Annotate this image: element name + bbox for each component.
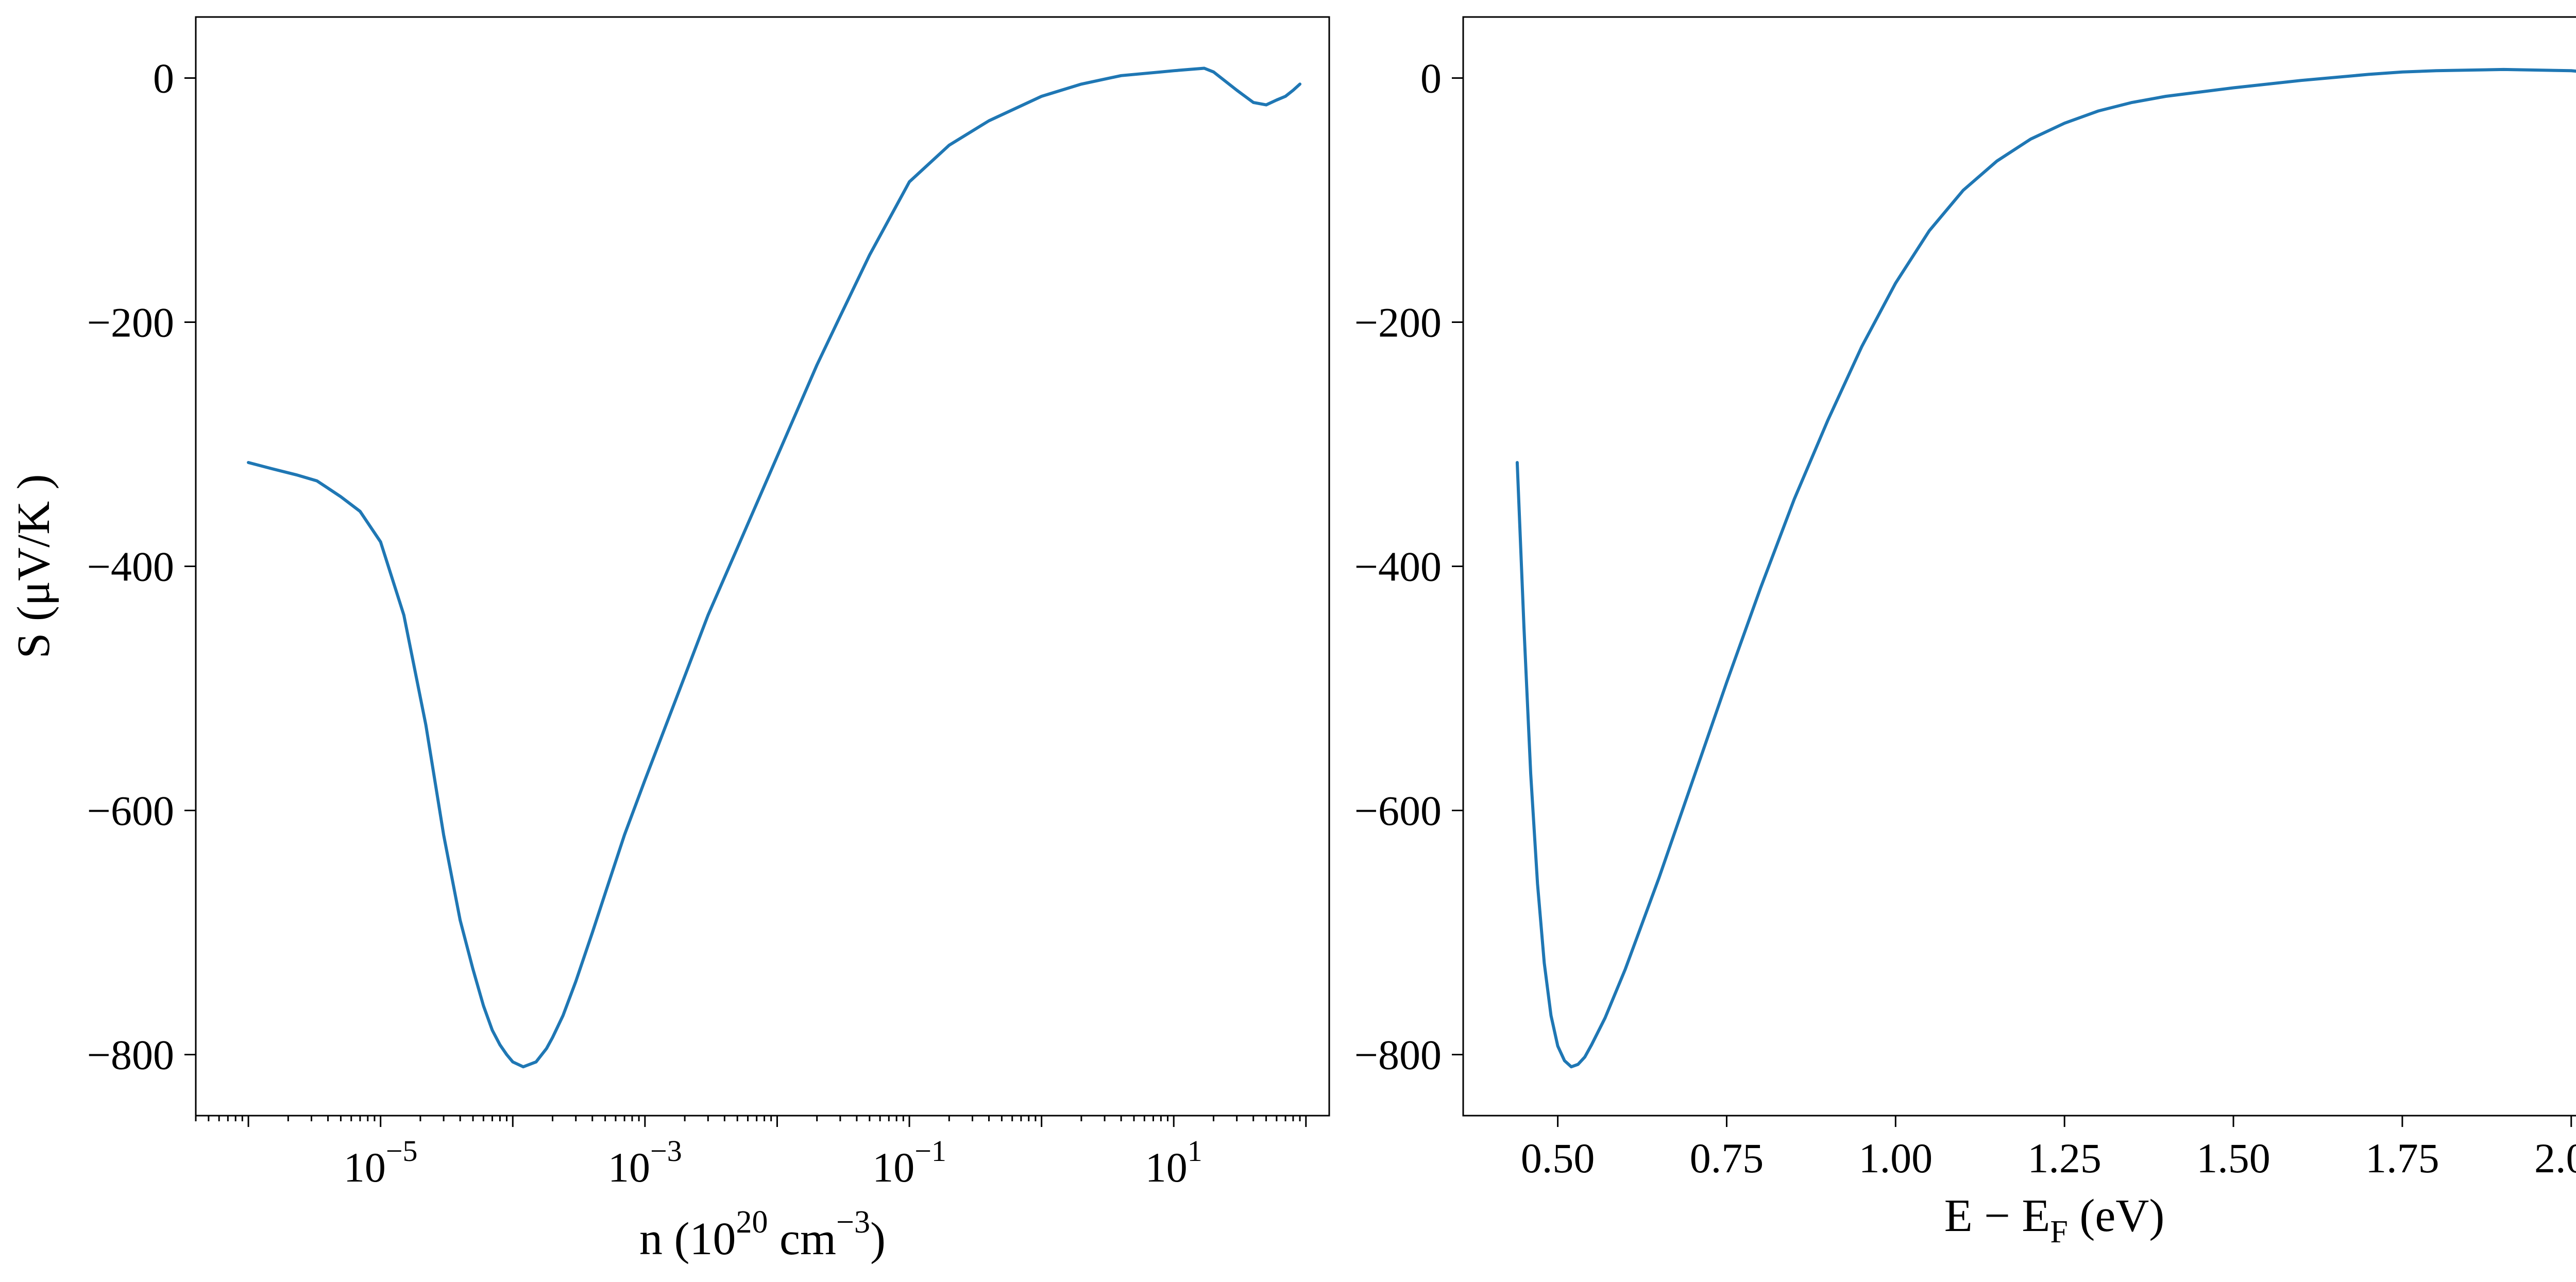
right-panel-seebeck-vs-energy: 0 −200 −400 −600 −800 0.50 0.75 1.00 1.25 1.50 1.7… bbox=[1354, 16, 2576, 1250]
x-axis-label: E − EF (eV) bbox=[1944, 1190, 2165, 1250]
y-tick-label: −200 bbox=[1354, 299, 1442, 346]
x-tick-label: 2.00 bbox=[2534, 1135, 2576, 1182]
y-tick-label: −800 bbox=[87, 1032, 174, 1079]
series-line bbox=[1515, 67, 2576, 1069]
x-tick-label: 101 bbox=[1145, 1134, 1202, 1191]
plot-frame bbox=[1462, 16, 2576, 1117]
left-panel-seebeck-vs-carrier-concentration: 0 −200 −400 −600 −800 10−5 10−3 10−1 101 n (1020 … bbox=[8, 16, 1330, 1264]
x-tick-label: 1.50 bbox=[2196, 1135, 2270, 1182]
y-tick-label: −400 bbox=[87, 543, 174, 590]
x-tick-label: 0.50 bbox=[1521, 1135, 1595, 1182]
x-tick-label: 1.25 bbox=[2027, 1135, 2102, 1182]
y-axis-label: S (μV/K ) bbox=[8, 474, 59, 658]
x-tick-label: 1.00 bbox=[1859, 1135, 1933, 1182]
y-tick-label: −600 bbox=[1354, 788, 1442, 834]
series-line bbox=[247, 66, 1302, 1069]
x-tick-label: 0.75 bbox=[1690, 1135, 1764, 1182]
x-tick-label: 10−3 bbox=[608, 1134, 682, 1191]
x-tick-label: 10−5 bbox=[344, 1134, 418, 1191]
y-tick-label: −800 bbox=[1354, 1032, 1442, 1079]
y-tick-label: −400 bbox=[1354, 543, 1442, 590]
x-axis-label: n (1020 cm−3) bbox=[639, 1205, 886, 1264]
y-tick-label: 0 bbox=[1420, 55, 1442, 102]
x-tick-label: 1.75 bbox=[2365, 1135, 2439, 1182]
x-tick-label: 10−1 bbox=[872, 1134, 946, 1191]
y-tick-label: −200 bbox=[87, 299, 174, 346]
plot-frame bbox=[195, 16, 1330, 1117]
y-tick-label: 0 bbox=[153, 55, 174, 102]
y-tick-label: −600 bbox=[87, 788, 174, 834]
